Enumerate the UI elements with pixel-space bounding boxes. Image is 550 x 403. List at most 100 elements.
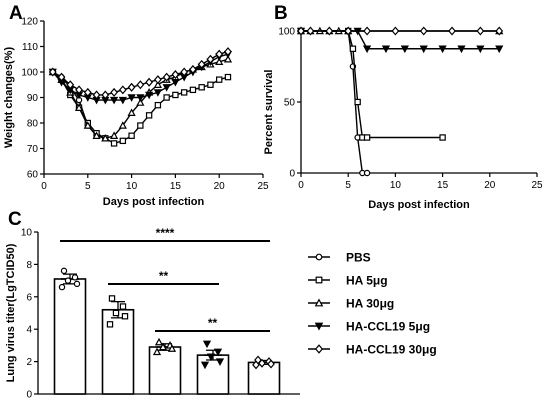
c-bar — [53, 278, 87, 395]
b-point-ha-ccl19-5ug — [362, 45, 372, 54]
a-y-tick-label: 80 — [27, 119, 39, 130]
panel-c-label: C — [8, 209, 22, 230]
a-point-ha-5ug — [119, 137, 127, 145]
b-point-ha-ccl19-30ug — [495, 26, 504, 36]
c-point-ha-5ug — [112, 309, 120, 317]
a-x-tick-label: 15 — [170, 181, 182, 192]
c-point-ha-30ug — [154, 337, 164, 346]
b-point-ha-ccl19-30ug — [297, 26, 305, 36]
b-y-tick-label: 0 — [289, 169, 295, 180]
c-y-tick-label: 4 — [26, 325, 32, 336]
c-y-tick-label: 8 — [26, 260, 32, 271]
b-point-ha-ccl19-5ug — [438, 45, 447, 54]
legend-item-ha-5ug: HA 5μg — [308, 274, 388, 288]
c-point-ha-ccl19-30ug — [252, 360, 260, 370]
panel-a-label: A — [9, 3, 23, 24]
c-y-tick-label: 2 — [26, 357, 32, 368]
a-point-ha-5ug — [172, 91, 179, 99]
c-bar-group-ha-30ug — [148, 337, 182, 395]
legend-label: HA 5μg — [346, 274, 388, 288]
b-point-ha-ccl19-5ug — [495, 45, 504, 54]
legend-marker — [314, 322, 324, 331]
a-x-tick-label: 5 — [85, 181, 91, 192]
a-series-ha-ccl19-30ug — [48, 47, 232, 100]
a-point-ha-30ug — [118, 121, 127, 129]
a-point-ha-5ug — [198, 84, 205, 91]
a-point-ha-30ug — [74, 103, 84, 111]
a-x-axis-title: Days post infection — [103, 196, 205, 208]
a-point-ha-30ug — [215, 57, 224, 66]
c-point-ha-ccl19-30ug — [267, 359, 275, 369]
c-point-ha-5ug — [119, 303, 127, 310]
a-point-ha-5ug — [224, 73, 232, 81]
a-point-ha-ccl19-30ug — [118, 85, 127, 95]
a-point-ha-ccl19-30ug — [153, 75, 162, 85]
a-point-ha-ccl19-5ug — [136, 94, 145, 102]
a-point-ha-30ug — [153, 80, 162, 88]
b-point-ha-ccl19-30ug — [476, 26, 485, 36]
c-point-ha-ccl19-30ug — [258, 358, 266, 368]
c-point-ha-5ug — [106, 321, 114, 328]
b-point-ha-ccl19-5ug — [476, 45, 485, 54]
c-point-ha-ccl19-5ug — [215, 358, 225, 366]
a-point-ha-ccl19-30ug — [83, 87, 92, 97]
c-point-ha-30ug — [167, 344, 177, 352]
a-point-ha-5ug — [128, 132, 135, 139]
b-point-ha-ccl19-30ug — [306, 26, 315, 36]
legend-label: PBS — [346, 251, 371, 265]
b-point-ha-ccl19-30ug — [419, 26, 428, 36]
a-point-ha-30ug — [92, 131, 101, 139]
a-point-ha-ccl19-30ug — [136, 80, 145, 90]
legend-item-pbs: PBS — [308, 251, 371, 265]
b-point-ha-5ug — [439, 134, 446, 141]
a-point-ha-30ug — [127, 108, 136, 117]
a-y-tick-label: 90 — [27, 93, 39, 104]
c-bar-group-ha-ccl19-5ug — [196, 340, 230, 395]
a-series-ha-ccl19-5ug — [48, 50, 233, 105]
a-point-ha-30ug — [83, 121, 92, 129]
b-x-tick-label: 20 — [484, 180, 496, 191]
legend-label: HA-CCL19 30μg — [346, 343, 437, 357]
b-x-tick-label: 15 — [437, 180, 449, 191]
a-point-ha-ccl19-30ug — [101, 90, 110, 100]
c-point-pbs — [73, 280, 81, 288]
c-point-ha-ccl19-5ug — [213, 348, 223, 357]
b-x-tick-label: 5 — [345, 180, 351, 191]
b-point-ha-ccl19-30ug — [344, 26, 353, 36]
a-point-ha-ccl19-30ug — [127, 82, 136, 92]
c-bar — [196, 354, 230, 395]
a-point-ha-30ug — [109, 131, 119, 139]
a-point-ha-5ug — [216, 76, 223, 83]
b-x-axis-title: Days post infection — [368, 199, 470, 211]
c-bar-group-ha-ccl19-30ug — [247, 355, 281, 395]
b-point-ha-ccl19-30ug — [325, 26, 334, 36]
b-series-ha-ccl19-5ug — [296, 27, 504, 54]
b-point-ha-ccl19-5ug — [381, 45, 391, 54]
b-x-tick-label: 10 — [390, 180, 402, 191]
c-y-tick-label: 0 — [26, 390, 32, 401]
a-y-tick-label: 120 — [21, 17, 38, 28]
b-x-tick-label: 25 — [531, 180, 543, 191]
c-y-tick-label: 10 — [21, 228, 33, 239]
b-point-ha-ccl19-30ug — [391, 26, 400, 36]
b-point-ha-ccl19-30ug — [448, 26, 456, 36]
legend-marker — [315, 253, 323, 261]
b-y-tick-label: 100 — [278, 27, 295, 38]
a-point-ha-ccl19-5ug — [145, 91, 154, 100]
b-point-ha-5ug — [349, 45, 357, 52]
a-point-ha-ccl19-30ug — [171, 70, 180, 80]
a-point-ha-ccl19-30ug — [110, 87, 118, 97]
a-point-ha-5ug — [189, 86, 197, 94]
legend-item-ha-30ug: HA 30μg — [308, 297, 394, 311]
legend-item-ha-ccl19-30ug: HA-CCL19 30μg — [308, 343, 437, 357]
c-point-pbs — [60, 267, 68, 275]
b-x-tick-label: 0 — [298, 180, 304, 191]
a-point-ha-5ug — [180, 89, 188, 96]
b-point-ha-5ug — [354, 98, 361, 106]
c-point-ha-ccl19-5ug — [200, 361, 210, 370]
a-point-ha-30ug — [101, 133, 110, 142]
a-point-ha-5ug — [154, 101, 162, 109]
a-point-ha-30ug — [223, 54, 233, 63]
